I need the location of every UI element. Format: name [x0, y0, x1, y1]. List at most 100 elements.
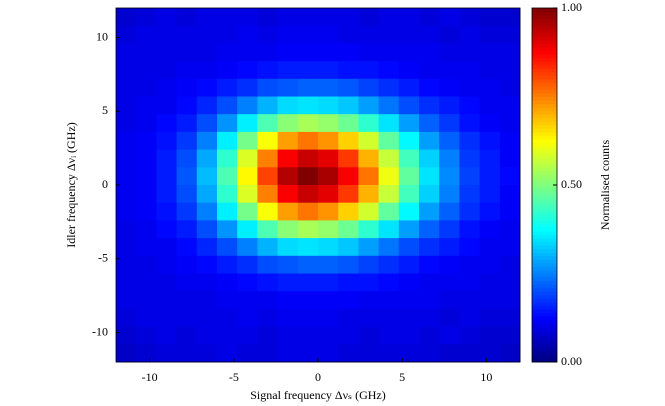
- heatmap-cell: [257, 185, 278, 204]
- heatmap-cell: [116, 238, 137, 257]
- colorbar-swatch: [532, 238, 557, 243]
- heatmap-cell: [499, 202, 521, 221]
- heatmap-cell: [459, 255, 480, 274]
- heatmap-cell: [358, 167, 379, 186]
- heatmap-cell: [479, 25, 501, 44]
- heatmap-cell: [419, 114, 440, 133]
- heatmap-cell: [196, 78, 218, 97]
- heatmap-cell: [459, 273, 480, 292]
- heatmap-cell: [277, 273, 299, 292]
- y-tick-label: 0: [102, 177, 108, 191]
- heatmap-cell: [297, 291, 319, 310]
- heatmap-cell: [136, 238, 157, 257]
- heatmap-cell: [136, 255, 157, 274]
- heatmap-cell: [116, 114, 137, 133]
- heatmap-cell: [257, 114, 278, 133]
- heatmap-cell: [378, 25, 400, 44]
- colorbar-swatch: [532, 223, 557, 228]
- heatmap-cell: [479, 43, 501, 62]
- heatmap-cell: [116, 308, 137, 327]
- heatmap-cell: [378, 78, 400, 97]
- heatmap-cell: [499, 8, 521, 27]
- heatmap-cell: [277, 43, 299, 62]
- colorbar-swatch: [532, 92, 557, 97]
- heatmap-cell: [338, 114, 359, 133]
- heatmap-cell: [156, 96, 177, 115]
- heatmap-cell: [459, 43, 480, 62]
- y-tick-label: 5: [102, 103, 108, 117]
- heatmap-cell: [439, 344, 460, 363]
- heatmap-cell: [318, 43, 339, 62]
- colorbar-swatch: [532, 100, 557, 105]
- colorbar-swatch: [532, 61, 557, 66]
- heatmap-cell: [196, 273, 218, 292]
- colorbar-swatch: [532, 213, 557, 218]
- heatmap-cell: [358, 96, 379, 115]
- heatmap-cell: [297, 131, 319, 150]
- heatmap-cell: [257, 61, 278, 80]
- heatmap-cell: [176, 238, 198, 257]
- heatmap-cell: [237, 202, 258, 221]
- heatmap-cell: [196, 25, 218, 44]
- heatmap-cell: [378, 291, 400, 310]
- heatmap-cell: [378, 273, 400, 292]
- heatmap-cell: [217, 43, 238, 62]
- heatmap-cell: [156, 344, 177, 363]
- heatmap-cell: [257, 344, 278, 363]
- heatmap-cell: [176, 255, 198, 274]
- heatmap-cell: [237, 308, 258, 327]
- heatmap-cell: [459, 96, 480, 115]
- heatmap-cell: [338, 344, 359, 363]
- heatmap-cell: [136, 344, 157, 363]
- colorbar-swatch: [532, 57, 557, 62]
- heatmap-cell: [338, 96, 359, 115]
- heatmap-cell: [136, 78, 157, 97]
- heatmap-cell: [459, 61, 480, 80]
- heatmap-cell: [176, 8, 198, 27]
- heatmap-cell: [338, 291, 359, 310]
- heatmap-cell: [318, 61, 339, 80]
- colorbar-swatch: [532, 202, 557, 207]
- heatmap-cell: [398, 220, 420, 239]
- heatmap-cell: [237, 273, 258, 292]
- colorbar-swatch: [532, 22, 557, 27]
- heatmap-cell: [439, 25, 460, 44]
- heatmap-cell: [136, 96, 157, 115]
- heatmap-cell: [338, 326, 359, 345]
- heatmap-cell: [217, 78, 238, 97]
- colorbar-swatch: [532, 220, 557, 225]
- colorbar-swatch: [532, 25, 557, 30]
- colorbar-swatch: [532, 255, 557, 260]
- heatmap-cell: [136, 273, 157, 292]
- heatmap-cell: [338, 308, 359, 327]
- colorbar-swatch: [532, 36, 557, 41]
- heatmap-cell: [419, 326, 440, 345]
- heatmap-cell: [156, 291, 177, 310]
- heatmap-cell: [459, 25, 480, 44]
- colorbar-swatch: [532, 305, 557, 310]
- heatmap-cell: [136, 185, 157, 204]
- colorbar-swatch: [532, 8, 557, 13]
- heatmap-cell: [358, 185, 379, 204]
- heatmap-cell: [217, 291, 238, 310]
- heatmap-cell: [358, 273, 379, 292]
- heatmap-cell: [237, 238, 258, 257]
- heatmap-cell: [439, 291, 460, 310]
- colorbar-swatch: [532, 114, 557, 119]
- heatmap-cell: [459, 167, 480, 186]
- heatmap-cell: [439, 238, 460, 257]
- heatmap-cell: [156, 114, 177, 133]
- heatmap-cell: [419, 8, 440, 27]
- heatmap-cell: [439, 167, 460, 186]
- colorbar-swatch: [532, 149, 557, 154]
- heatmap-cell: [156, 202, 177, 221]
- heatmap-cell: [378, 43, 400, 62]
- heatmap-cell: [277, 344, 299, 363]
- heatmap-cell: [176, 96, 198, 115]
- colorbar-swatch: [532, 241, 557, 246]
- heatmap-cell: [318, 96, 339, 115]
- heatmap-cell: [318, 308, 339, 327]
- heatmap-cell: [318, 202, 339, 221]
- colorbar-swatch: [532, 177, 557, 182]
- heatmap-cell: [237, 43, 258, 62]
